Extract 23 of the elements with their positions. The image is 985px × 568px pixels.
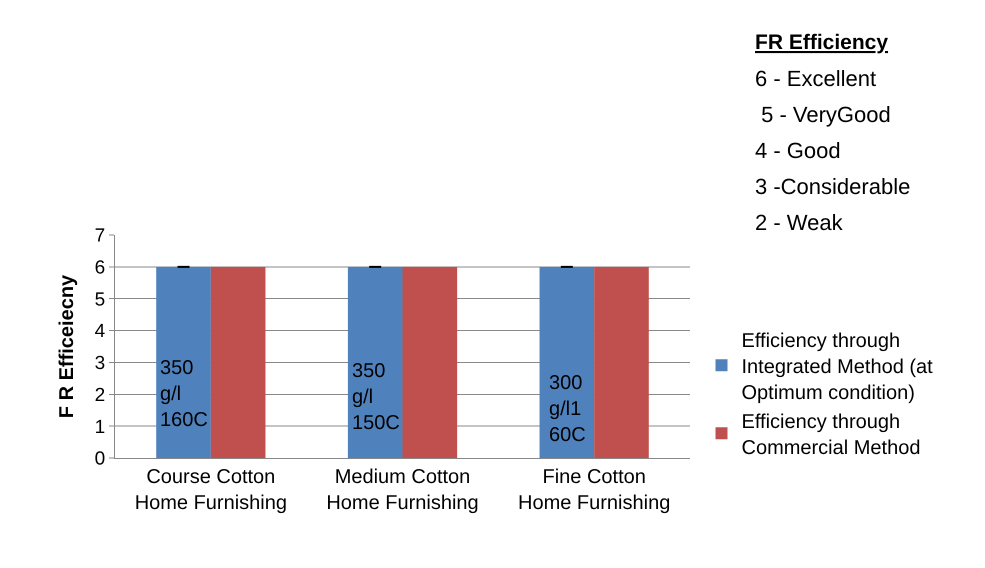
annotation: 350 g/l 160C <box>160 357 208 431</box>
text: FR Efficiency <box>755 31 888 54</box>
y-tick-label: 6 <box>94 258 106 279</box>
x-tick-label: Course Cotton Home Furnishing <box>134 466 287 514</box>
y-axis-title: F R Efficeiecny <box>56 274 78 418</box>
y-tick-label: 4 <box>94 321 106 342</box>
x-tick-label: Fine Cotton Home Furnishing <box>518 466 670 514</box>
text: 6 - Excellent <box>755 66 876 91</box>
y-tick-label: 5 <box>94 289 106 310</box>
text: 3 -Considerable <box>755 174 910 199</box>
x-tick-label: Medium Cotton Home Furnishing <box>326 466 479 514</box>
text: 2 - Weak <box>755 210 844 235</box>
y-tick-label: 1 <box>94 416 106 438</box>
y-tick-label: 2 <box>94 384 106 406</box>
text: 5 - VeryGood <box>755 102 891 127</box>
legend-label: Efficiency through Integrated Method (at Optimum condition) <box>742 330 934 404</box>
annotation: 350 g/l 150C <box>352 360 400 434</box>
y-tick-label: 7 <box>94 226 106 247</box>
text: 4 - Good <box>755 138 841 163</box>
annotation: 300 g/l1 60C <box>549 372 586 446</box>
legend-label: Efficiency through Commercial Method <box>742 411 920 460</box>
y-tick-label: 3 <box>94 353 106 374</box>
y-tick-label: 0 <box>94 448 106 470</box>
